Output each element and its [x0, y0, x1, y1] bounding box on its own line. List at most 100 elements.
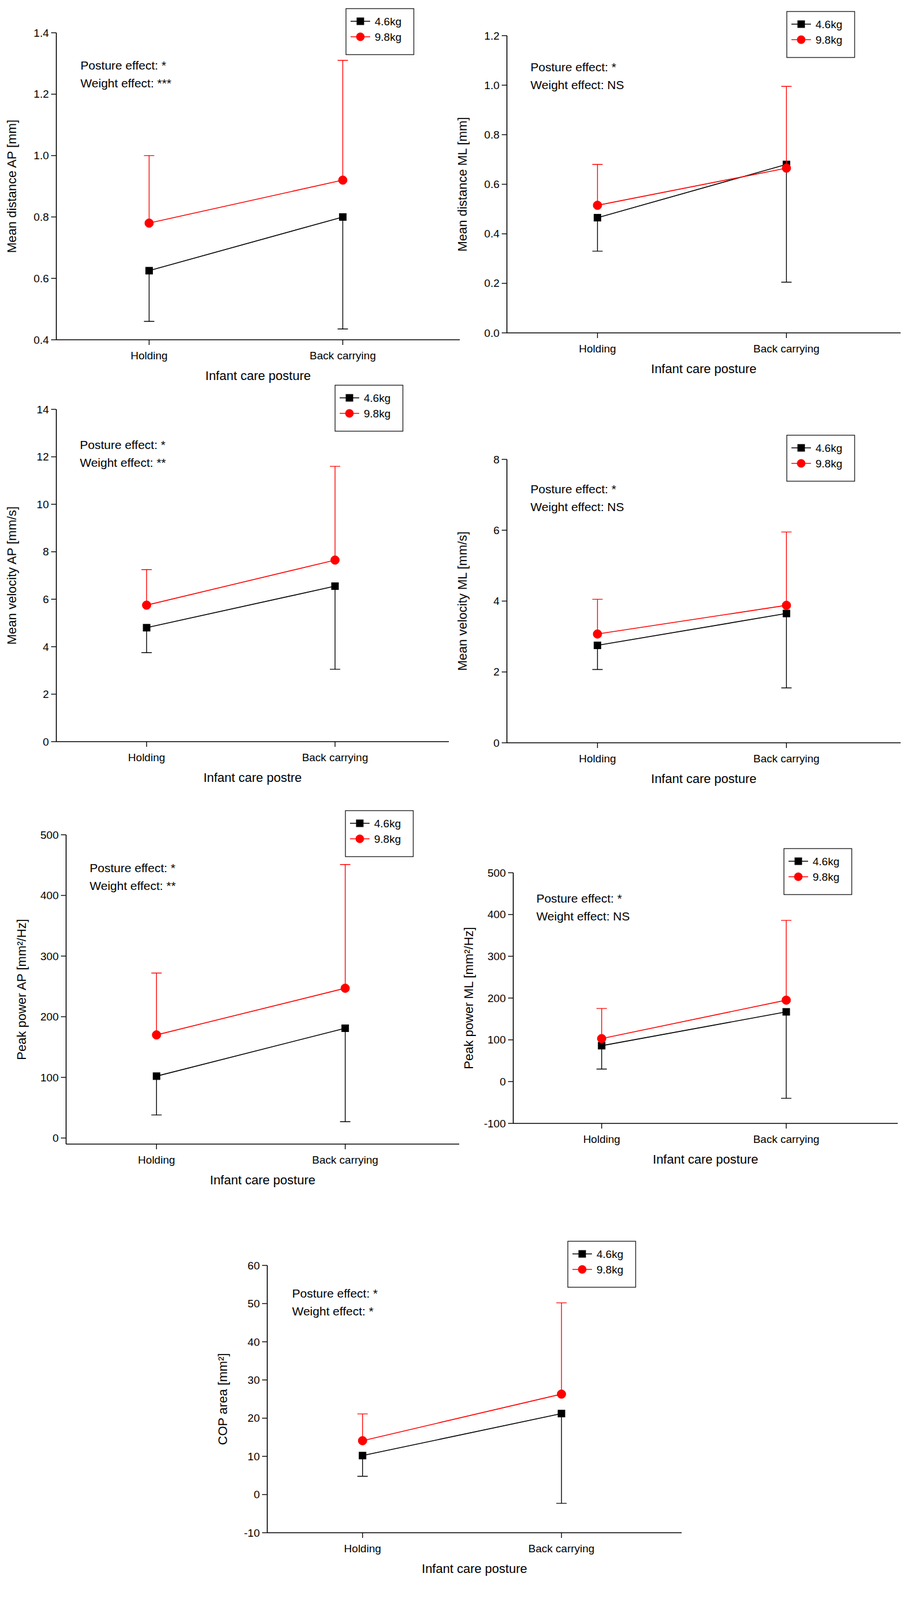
- x-axis: [513, 1122, 898, 1124]
- error-bar: [781, 531, 792, 606]
- y-tick: [51, 278, 57, 279]
- y-tick: [501, 458, 507, 460]
- error-bar: [592, 164, 603, 206]
- x-tick-label: Back carrying: [301, 751, 368, 764]
- y-tick-label: 12: [36, 450, 49, 463]
- data-layer: [592, 86, 792, 282]
- x-axis-label: Infant care posture: [651, 361, 757, 376]
- legend-label: 4.6kg: [363, 391, 391, 405]
- x-tick-label: Holding: [130, 349, 168, 362]
- annotation: Posture effect: *: [80, 58, 167, 72]
- y-tick-label: 1.0: [484, 79, 500, 92]
- chart-panel: -100102030405060HoldingBack carryingInfa…: [215, 1240, 682, 1576]
- x-axis: [506, 741, 901, 744]
- x-axis-label: Infant care posture: [651, 771, 757, 786]
- y-tick-label: 0: [42, 735, 49, 748]
- y-tick-label: 2: [42, 687, 49, 701]
- legend-marker: [356, 17, 364, 25]
- y-tick-label: 0.6: [484, 178, 500, 191]
- legend-label: 4.6kg: [815, 18, 842, 31]
- data-point: [556, 1389, 566, 1398]
- legend-label: 4.6kg: [374, 15, 402, 28]
- y-tick: [60, 1016, 67, 1017]
- y-tick-label: 6: [493, 524, 500, 537]
- legend-label: 9.8kg: [815, 33, 842, 46]
- data-point: [339, 213, 346, 221]
- y-tick-label: 40: [247, 1335, 260, 1348]
- figure: 0.40.60.81.01.21.4HoldingBack carryingIn…: [0, 0, 919, 1600]
- y-tick: [262, 1531, 268, 1533]
- data-point: [142, 600, 152, 610]
- series-line: [601, 1011, 787, 1046]
- annotation: Posture effect: *: [89, 860, 176, 875]
- y-tick: [51, 216, 57, 218]
- x-tick-label: Holding: [583, 1132, 621, 1145]
- y-tick-label: 0.8: [33, 210, 49, 223]
- annotation: Posture effect: *: [536, 891, 622, 905]
- series-line: [148, 216, 343, 271]
- y-tick-label: 500: [487, 866, 506, 879]
- legend: 4.6kg9.8kg: [345, 810, 414, 857]
- y-tick-label: 0.6: [33, 272, 49, 285]
- legend-marker: [797, 35, 806, 44]
- y-tick: [51, 598, 57, 600]
- y-tick: [501, 84, 507, 86]
- y-tick-label: 0.4: [33, 333, 50, 346]
- x-axis: [56, 740, 449, 742]
- y-tick: [51, 503, 57, 505]
- y-tick: [508, 1081, 514, 1082]
- data-point: [340, 983, 350, 992]
- data-point: [594, 641, 602, 649]
- annotation: Weight effect: NS: [536, 909, 630, 923]
- data-layer: [596, 920, 792, 1099]
- data-point: [359, 1451, 367, 1459]
- y-axis-label: COP area [mm²]: [215, 1352, 230, 1445]
- y-tick-label: 4: [493, 594, 500, 607]
- error-bar: [141, 569, 152, 606]
- legend-label: 4.6kg: [374, 817, 401, 830]
- error-bar: [781, 920, 792, 1001]
- series-line: [597, 167, 787, 206]
- y-tick-label: 100: [487, 1033, 506, 1046]
- legend-label: 4.6kg: [815, 441, 842, 455]
- annotation: Weight effect: **: [89, 878, 176, 892]
- data-point: [781, 995, 791, 1005]
- data-layer: [151, 864, 351, 1122]
- y-tick-label: 0.4: [484, 227, 501, 240]
- legend-label: 9.8kg: [815, 457, 842, 470]
- y-tick: [60, 833, 67, 835]
- y-tick-label: 0.2: [484, 277, 500, 290]
- data-layer: [141, 466, 341, 669]
- series-line: [597, 605, 787, 634]
- y-tick: [60, 1137, 67, 1138]
- y-tick: [60, 955, 67, 956]
- error-bar: [151, 1075, 162, 1115]
- series-line: [362, 1413, 562, 1456]
- y-tick-label: 20: [247, 1411, 260, 1424]
- y-tick: [262, 1264, 268, 1265]
- error-bar: [337, 60, 348, 180]
- x-tick: [560, 1532, 562, 1538]
- y-tick: [508, 955, 514, 957]
- legend-marker: [797, 20, 805, 28]
- legend-label: 9.8kg: [374, 31, 402, 44]
- x-axis: [267, 1531, 682, 1533]
- series-line: [156, 987, 345, 1035]
- y-tick: [508, 871, 514, 873]
- legend-marker: [578, 1250, 586, 1257]
- y-tick-label: 100: [40, 1071, 59, 1084]
- y-tick-label: 50: [247, 1297, 260, 1310]
- y-tick: [51, 155, 57, 156]
- data-point: [152, 1030, 161, 1040]
- error-bar: [592, 217, 603, 252]
- y-tick: [51, 93, 57, 95]
- x-tick-label: Holding: [344, 1542, 382, 1555]
- data-point: [143, 624, 151, 632]
- annotation: Posture effect: *: [291, 1286, 378, 1300]
- error-bar: [781, 613, 792, 688]
- y-tick-label: 400: [40, 889, 59, 902]
- annotation: Posture effect: *: [530, 482, 617, 496]
- y-tick-label: -100: [483, 1117, 506, 1130]
- legend-label: 4.6kg: [812, 855, 840, 868]
- legend-marker: [355, 834, 364, 843]
